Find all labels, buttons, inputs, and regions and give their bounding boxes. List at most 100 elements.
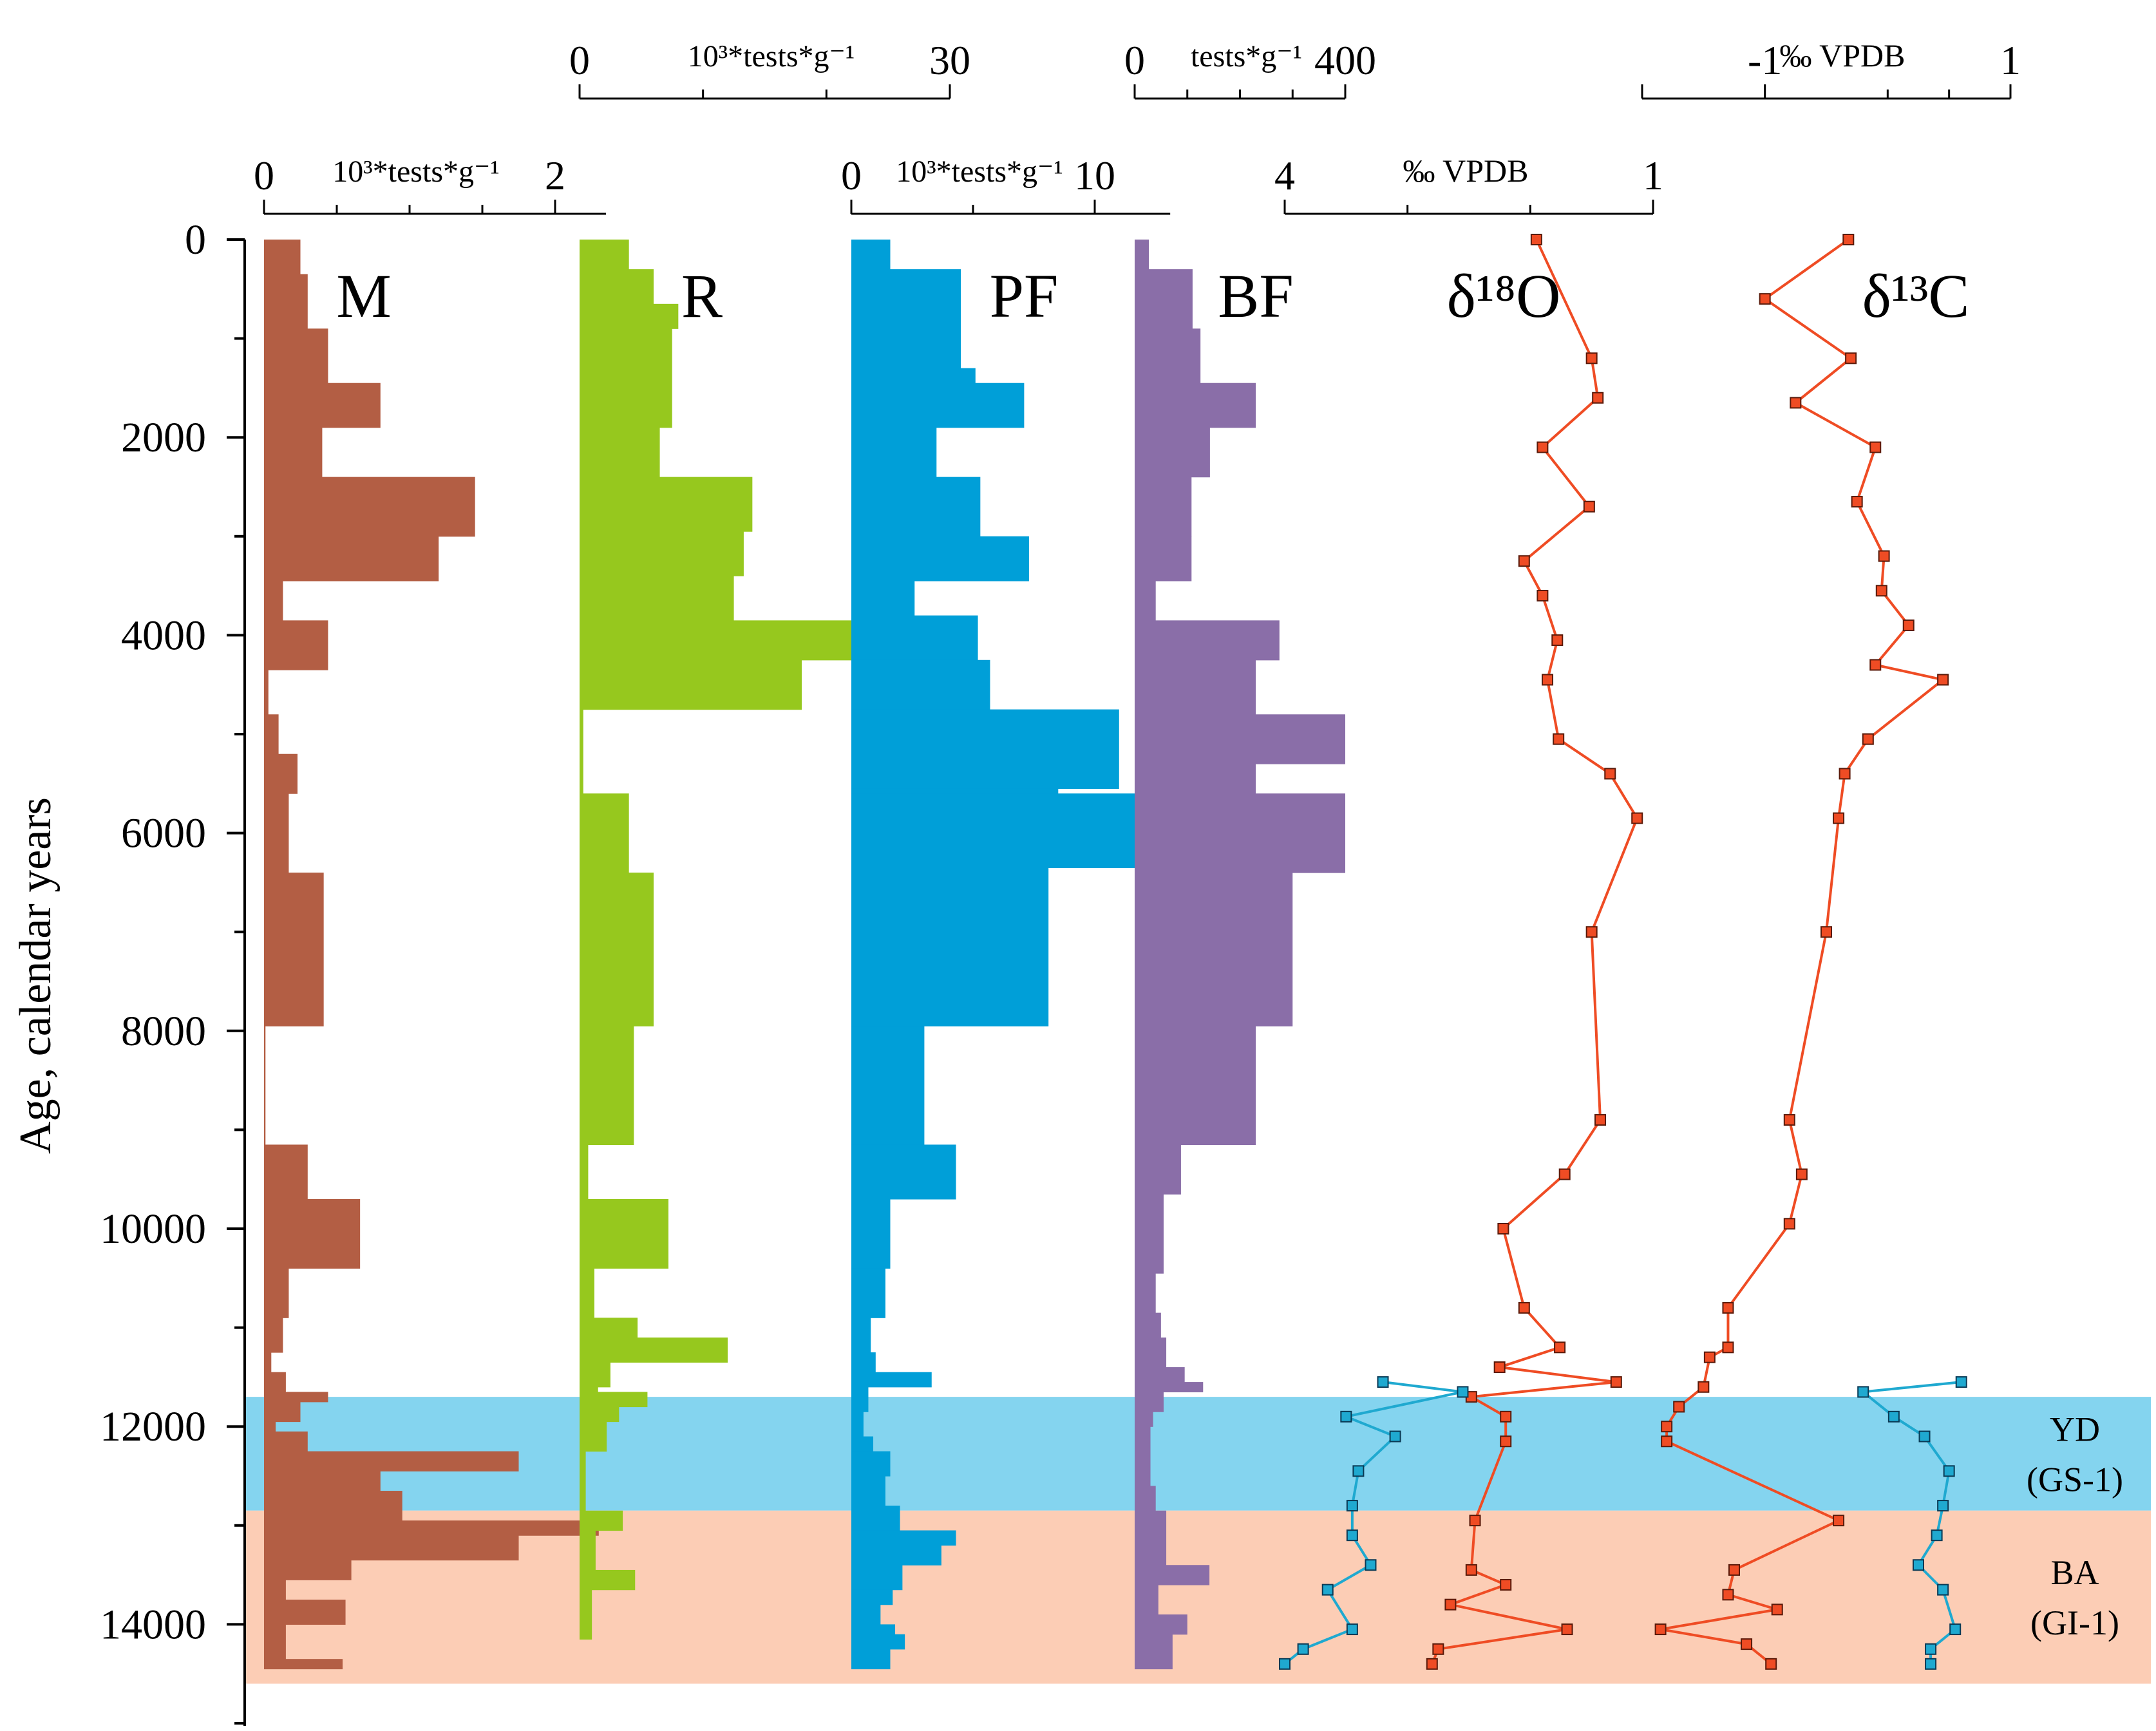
zone-label-yd: YD xyxy=(2050,1410,2100,1448)
isotope-point xyxy=(1432,1643,1444,1655)
bar-bf xyxy=(1135,477,1192,537)
isotope-point xyxy=(1469,1515,1481,1527)
bar-r xyxy=(580,427,660,478)
bar-r xyxy=(580,1198,668,1269)
bar-r xyxy=(580,269,654,305)
isotope-point xyxy=(1553,733,1565,745)
isotope-point xyxy=(1542,674,1554,686)
isotope-point xyxy=(1820,926,1832,938)
fine-point xyxy=(1857,1386,1869,1398)
fine-point xyxy=(1913,1559,1924,1571)
bar-bf xyxy=(1135,659,1256,715)
bar-pf xyxy=(851,1451,891,1477)
bar-bf xyxy=(1135,1367,1185,1383)
bar-r xyxy=(580,1406,619,1423)
isotope-point xyxy=(1673,1401,1685,1413)
bar-m xyxy=(264,1659,343,1670)
bar-pf xyxy=(851,1412,864,1437)
bar-r xyxy=(580,1386,598,1393)
bar-bf xyxy=(1135,1565,1210,1585)
bar-m xyxy=(264,1352,272,1373)
bar-m xyxy=(264,427,323,478)
fine-point xyxy=(1279,1658,1291,1670)
age-axis: 0 2000 4000 6000 8000 10000 12000 14000 Age, cal… xyxy=(11,216,246,1726)
climate-zones xyxy=(245,1397,2151,1684)
bar-pf xyxy=(851,269,961,369)
isotope-point xyxy=(1783,1114,1795,1126)
bar-m xyxy=(264,1198,361,1269)
bar-pf xyxy=(851,1352,876,1373)
bar-m xyxy=(264,1600,346,1625)
isotope-point xyxy=(1493,1361,1506,1374)
bar-r xyxy=(580,1144,589,1200)
fine-point xyxy=(1955,1376,1967,1388)
labels: YD (GS-1) BA (GI-1) M R PF BF δ¹⁸O δ¹³C xyxy=(336,261,2123,1642)
bar-bf xyxy=(1135,1144,1181,1195)
isotope-point xyxy=(1845,352,1857,364)
isotope-point xyxy=(1500,1410,1512,1423)
isotope-point xyxy=(1722,1589,1734,1601)
age-tick-label: 4000 xyxy=(121,612,206,659)
bar-r xyxy=(580,1451,586,1511)
isotope-point xyxy=(1537,589,1549,601)
bar-m xyxy=(264,670,269,715)
bar-pf xyxy=(851,1545,941,1565)
bar-r xyxy=(580,328,672,428)
age-tick-label: 6000 xyxy=(121,810,206,857)
isotope-point xyxy=(1842,234,1855,245)
bar-m xyxy=(264,714,279,755)
fine-point xyxy=(1937,1584,1949,1596)
axis-tick-label: 30 xyxy=(929,37,970,83)
bar-m xyxy=(264,1421,276,1432)
bar-pf xyxy=(851,659,990,710)
bar-bf xyxy=(1135,240,1149,270)
fine-point xyxy=(1887,1410,1900,1423)
series-label-isotope-1: δ¹³C xyxy=(1862,261,1970,330)
bar-pf xyxy=(851,1649,891,1670)
bar-r xyxy=(580,1589,592,1640)
bar-r xyxy=(580,576,734,621)
bar-pf xyxy=(851,1026,925,1146)
fine-point xyxy=(1346,1623,1358,1636)
bar-pf xyxy=(851,1476,885,1506)
bar-r xyxy=(580,1318,638,1338)
axis-tick-label: 0 xyxy=(254,153,274,198)
fine-point xyxy=(1457,1386,1469,1398)
axis-unit-label: ‰ VPDB xyxy=(1780,37,1905,73)
isotope-point xyxy=(1741,1638,1753,1651)
axis-tick-label: 4 xyxy=(1274,153,1295,198)
bar-bf xyxy=(1135,873,1293,1026)
bar-pf xyxy=(851,615,978,661)
fine-point xyxy=(1943,1465,1955,1477)
bar-pf xyxy=(851,1372,932,1388)
bar-bf xyxy=(1135,620,1280,661)
bar-m xyxy=(264,1372,286,1393)
bar-pf xyxy=(851,240,891,270)
abundance-bars xyxy=(264,240,1345,1670)
bar-r xyxy=(580,873,654,928)
bar-bf xyxy=(1135,793,1345,873)
fine-line xyxy=(1283,1381,1463,1665)
fine-point xyxy=(1389,1430,1401,1442)
axis-tick-label: 400 xyxy=(1314,37,1376,83)
bar-bf xyxy=(1135,580,1156,621)
axis-tick-label: 2 xyxy=(545,153,565,198)
bar-m xyxy=(264,1471,381,1491)
bar-pf xyxy=(851,1624,896,1635)
bar-m xyxy=(264,873,324,1026)
series-label-bf: BF xyxy=(1218,261,1293,330)
bar-m xyxy=(264,477,475,537)
isotope-series-0 xyxy=(1426,234,1643,1670)
bar-bf xyxy=(1135,427,1210,478)
bar-bf xyxy=(1135,1584,1158,1615)
fine-point xyxy=(1925,1643,1937,1655)
bar-pf xyxy=(851,1565,903,1591)
isotope-point xyxy=(1610,1376,1622,1388)
series-label-isotope-0: δ¹⁸O xyxy=(1447,261,1561,330)
isotope-point xyxy=(1558,1168,1571,1180)
axis-unit-label: 10³*tests*g⁻¹ xyxy=(332,155,499,189)
bar-m xyxy=(264,1318,283,1353)
isotope-point xyxy=(1795,1168,1808,1180)
bar-r xyxy=(580,709,583,794)
